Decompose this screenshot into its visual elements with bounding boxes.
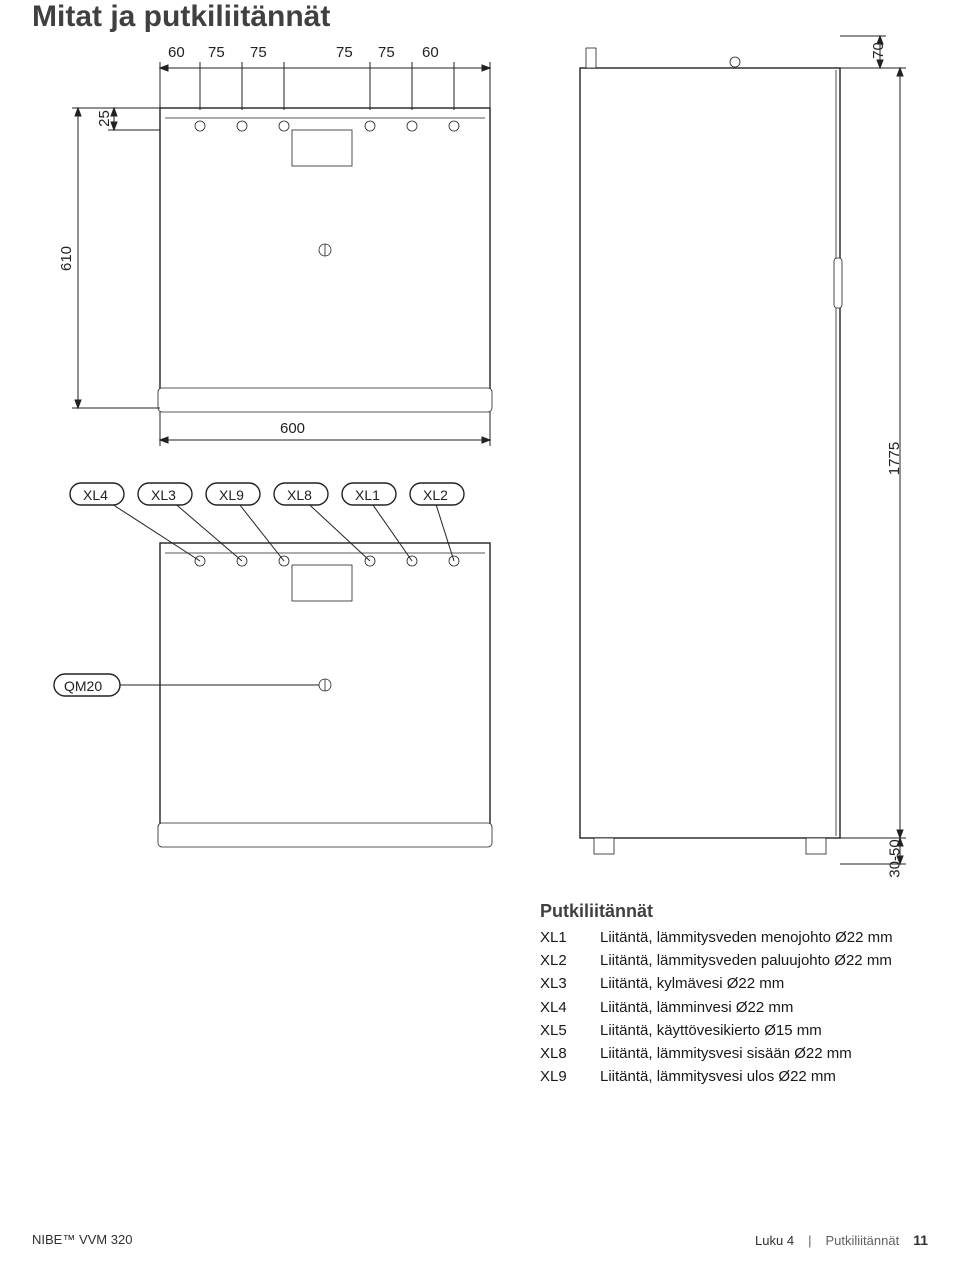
side-view-diagram bbox=[540, 8, 940, 888]
label-xl9: XL9 bbox=[219, 487, 244, 503]
footer-product: NIBE™ VVM 320 bbox=[32, 1232, 132, 1248]
conn-text: Liitäntä, käyttövesikierto Ø15 mm bbox=[600, 1019, 822, 1042]
footer-chapter-title: Putkiliitännät bbox=[825, 1233, 899, 1248]
conn-key: XL9 bbox=[540, 1065, 600, 1088]
dim-75d: 75 bbox=[378, 44, 395, 61]
footer-chapter-label: Luku 4 bbox=[755, 1233, 794, 1248]
conn-key: XL3 bbox=[540, 972, 600, 995]
dim-600: 600 bbox=[280, 420, 305, 437]
dim-70: 70 bbox=[870, 42, 887, 59]
dim-30-50: 30-50 bbox=[887, 839, 904, 877]
labeled-top-view-diagram bbox=[30, 475, 530, 895]
dim-75b: 75 bbox=[250, 44, 267, 61]
page-footer: NIBE™ VVM 320 Luku 4 | Putkiliitännät 11 bbox=[32, 1232, 928, 1248]
dim-25: 25 bbox=[96, 110, 113, 127]
label-xl2: XL2 bbox=[423, 487, 448, 503]
conn-key: XL2 bbox=[540, 949, 600, 972]
conn-text: Liitäntä, lämmitysveden menojohto Ø22 mm bbox=[600, 926, 893, 949]
conn-key: XL1 bbox=[540, 926, 600, 949]
conn-text: Liitäntä, lämmitysvesi sisään Ø22 mm bbox=[600, 1042, 852, 1065]
connections-block: Putkiliitännät XL1Liitäntä, lämmitysvede… bbox=[540, 898, 893, 1089]
label-xl4: XL4 bbox=[83, 487, 108, 503]
conn-text: Liitäntä, lämmitysveden paluujohto Ø22 m… bbox=[600, 949, 892, 972]
conn-key: XL4 bbox=[540, 996, 600, 1019]
connections-heading: Putkiliitännät bbox=[540, 898, 893, 926]
dim-75a: 75 bbox=[208, 44, 225, 61]
label-xl1: XL1 bbox=[355, 487, 380, 503]
conn-text: Liitäntä, lämminvesi Ø22 mm bbox=[600, 996, 793, 1019]
conn-text: Liitäntä, lämmitysvesi ulos Ø22 mm bbox=[600, 1065, 836, 1088]
footer-page-number: 11 bbox=[913, 1232, 928, 1248]
label-xl3: XL3 bbox=[151, 487, 176, 503]
dim-1775: 1775 bbox=[886, 442, 903, 475]
dim-610: 610 bbox=[58, 246, 75, 271]
conn-text: Liitäntä, kylmävesi Ø22 mm bbox=[600, 972, 784, 995]
page-title: Mitat ja putkiliitännät bbox=[32, 0, 330, 34]
label-xl8: XL8 bbox=[287, 487, 312, 503]
dim-75c: 75 bbox=[336, 44, 353, 61]
dim-60b: 60 bbox=[422, 44, 439, 61]
conn-key: XL8 bbox=[540, 1042, 600, 1065]
top-view-diagram bbox=[30, 40, 530, 460]
label-qm20: QM20 bbox=[64, 678, 102, 694]
conn-key: XL5 bbox=[540, 1019, 600, 1042]
dim-60a: 60 bbox=[168, 44, 185, 61]
